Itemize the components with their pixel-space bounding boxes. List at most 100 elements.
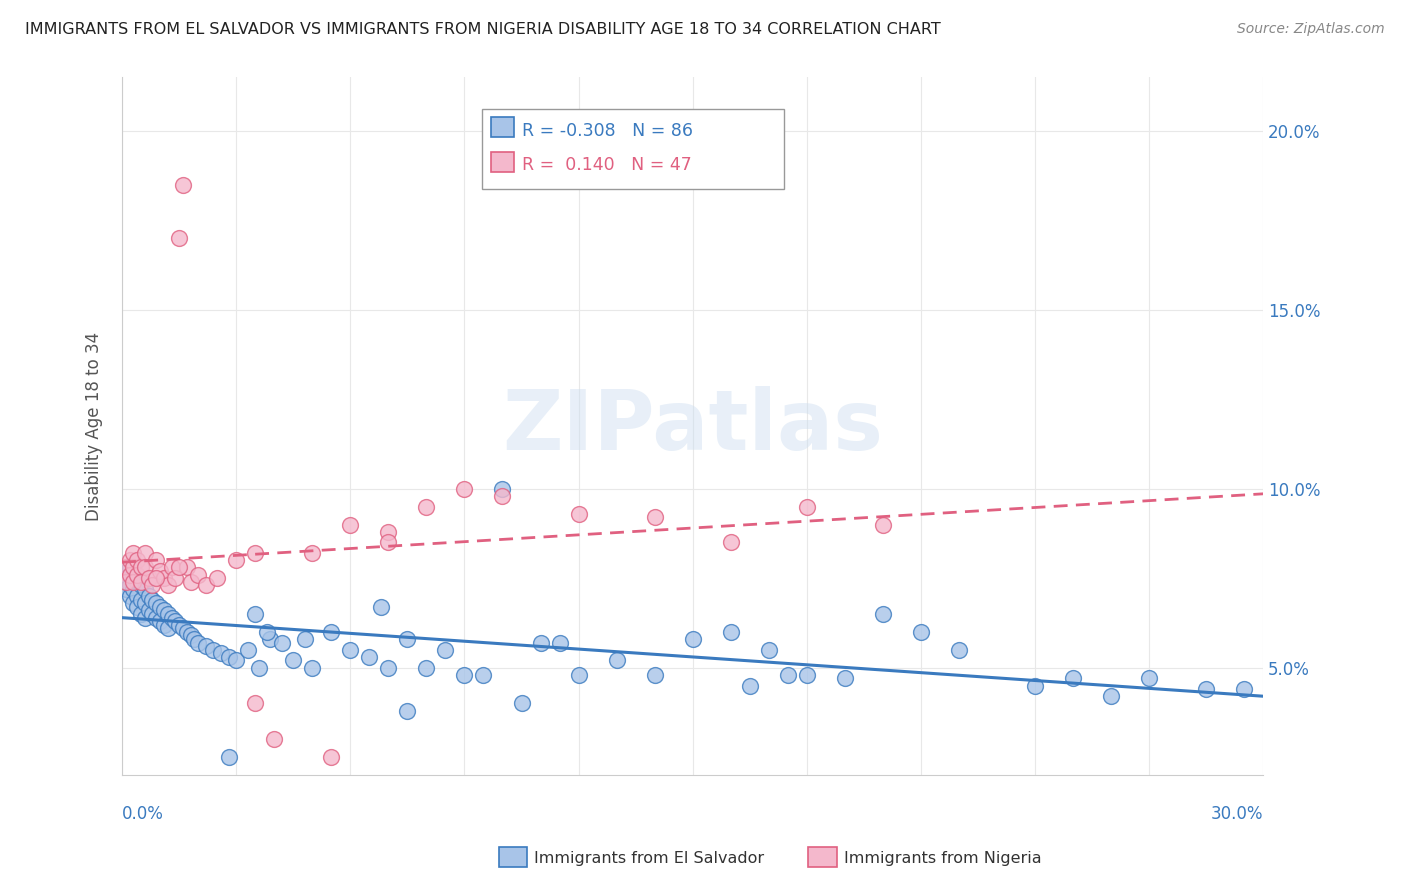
Point [167, 560, 190, 574]
Point [138, 571, 160, 585]
Point [118, 578, 141, 592]
FancyBboxPatch shape [491, 152, 513, 171]
Point [180, 574, 202, 589]
Text: IMMIGRANTS FROM EL SALVADOR VS IMMIGRANTS FROM NIGERIA DISABILITY AGE 18 TO 34 C: IMMIGRANTS FROM EL SALVADOR VS IMMIGRANT… [25, 22, 941, 37]
Point [415, 660, 437, 674]
Point [644, 510, 666, 524]
Point [129, 578, 152, 592]
Point [194, 639, 217, 653]
Point [872, 517, 894, 532]
Point [118, 553, 141, 567]
Point [283, 653, 305, 667]
Point [122, 560, 145, 574]
Point [167, 617, 190, 632]
Point [141, 592, 163, 607]
Point [720, 624, 742, 639]
Point [115, 571, 138, 585]
Point [1233, 682, 1256, 697]
Point [153, 617, 176, 632]
Point [738, 679, 761, 693]
Point [644, 667, 666, 681]
Point [529, 635, 551, 649]
Point [263, 732, 285, 747]
Point [122, 546, 145, 560]
Point [256, 624, 278, 639]
Point [294, 632, 316, 646]
Text: Immigrants from El Salvador: Immigrants from El Salvador [534, 851, 765, 865]
Point [115, 582, 138, 596]
Point [115, 560, 138, 574]
Point [301, 660, 323, 674]
Point [183, 632, 205, 646]
Point [1062, 671, 1084, 685]
Point [127, 553, 149, 567]
Point [172, 621, 194, 635]
Point [122, 574, 145, 589]
Point [127, 599, 149, 614]
Point [548, 635, 571, 649]
Point [134, 596, 156, 610]
Point [247, 660, 270, 674]
Point [167, 231, 190, 245]
Point [165, 571, 187, 585]
Point [510, 697, 533, 711]
Text: ZIPatlas: ZIPatlas [502, 385, 883, 467]
Point [134, 546, 156, 560]
Text: Immigrants from Nigeria: Immigrants from Nigeria [844, 851, 1042, 865]
Point [682, 632, 704, 646]
Point [127, 589, 149, 603]
Point [434, 642, 457, 657]
Point [202, 642, 225, 657]
Point [218, 649, 240, 664]
Point [138, 589, 160, 603]
Point [396, 632, 419, 646]
Point [245, 546, 267, 560]
Point [472, 667, 495, 681]
Point [160, 560, 183, 574]
Point [145, 610, 167, 624]
Point [156, 578, 179, 592]
Point [359, 649, 381, 664]
Point [339, 642, 361, 657]
Point [491, 489, 513, 503]
Point [1024, 679, 1046, 693]
Point [910, 624, 932, 639]
Point [160, 610, 183, 624]
Point [153, 571, 176, 585]
Text: R =  0.140   N = 47: R = 0.140 N = 47 [522, 156, 692, 174]
Point [245, 607, 267, 621]
FancyBboxPatch shape [491, 117, 513, 136]
Point [118, 589, 141, 603]
Point [339, 517, 361, 532]
Point [141, 578, 163, 592]
Text: 30.0%: 30.0% [1211, 805, 1264, 823]
Point [145, 571, 167, 585]
Point [122, 582, 145, 596]
Point [370, 599, 392, 614]
Point [396, 704, 419, 718]
Text: Source: ZipAtlas.com: Source: ZipAtlas.com [1237, 22, 1385, 37]
Point [776, 667, 799, 681]
Point [176, 624, 198, 639]
Point [180, 628, 202, 642]
Point [149, 614, 172, 628]
Point [245, 697, 267, 711]
Point [187, 635, 209, 649]
Point [129, 592, 152, 607]
Point [141, 607, 163, 621]
Point [172, 178, 194, 192]
Point [796, 500, 818, 514]
Point [948, 642, 970, 657]
Text: 0.0%: 0.0% [122, 805, 165, 823]
Point [129, 560, 152, 574]
Point [321, 624, 343, 639]
Text: R = -0.308   N = 86: R = -0.308 N = 86 [522, 122, 693, 140]
Point [720, 535, 742, 549]
Point [1195, 682, 1218, 697]
Point [301, 546, 323, 560]
Point [415, 500, 437, 514]
Point [453, 667, 475, 681]
Point [218, 750, 240, 764]
Point [134, 560, 156, 574]
Point [122, 567, 145, 582]
